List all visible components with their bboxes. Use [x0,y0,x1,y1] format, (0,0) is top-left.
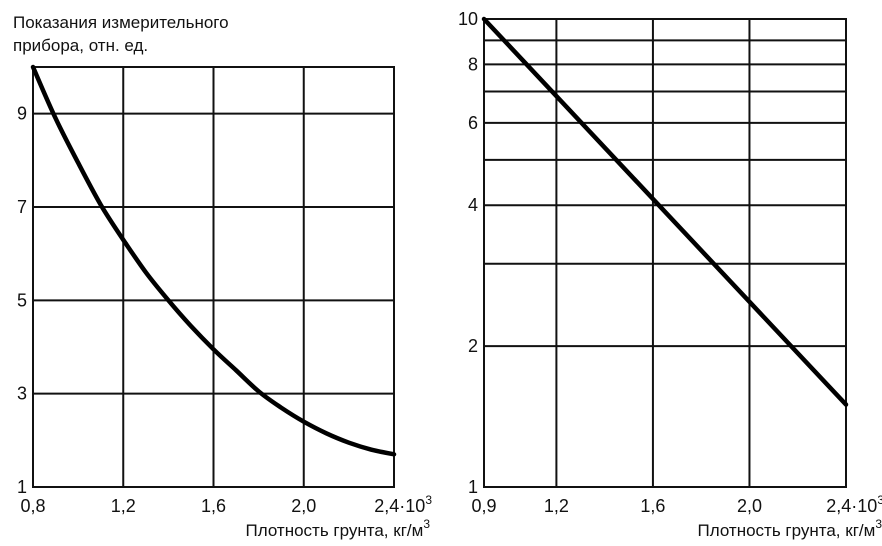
x-tick-label: 2,0 [737,496,762,516]
series-line [481,16,849,407]
left-chart-linear: 0,8 1,2 1,6 2,0 2,4·103 1 3 5 7 9 Плотность грунта… [13,13,432,540]
y-tick-label: 1 [17,477,27,497]
y-tick-label: 8 [468,54,478,74]
x-tick-label: 2,4·103 [826,493,882,516]
plot-frame [32,66,395,488]
x-tick-label: 1,2 [544,496,569,516]
y-tick-label: 10 [458,9,478,29]
x-tick-label: 1,2 [111,496,136,516]
x-axis-label: Плотность грунта, кг/м3 [246,517,431,540]
x-tick-label: 0,9 [471,496,496,516]
y-tick-label: 1 [468,477,478,497]
y-axis-label-line1: Показания измерительного [13,13,229,32]
x-tick-label: 2,4·103 [374,493,432,516]
x-tick-label: 1,6 [201,496,226,516]
y-tick-label: 6 [468,113,478,133]
y-tick-label: 4 [468,195,478,215]
y-tick-label: 9 [17,104,27,124]
y-tick-label: 2 [468,336,478,356]
y-tick-label: 3 [17,384,27,404]
x-axis-label: Плотность грунта, кг/м3 [698,517,882,540]
y-tick-label: 5 [17,290,27,310]
x-tick-label: 2,0 [291,496,316,516]
x-tick-label: 1,6 [640,496,665,516]
plot-frame [483,18,847,488]
y-axis-label-line2: прибора, отн. ед. [13,36,148,55]
series-line [30,64,397,457]
right-chart-log: 0,9 1,2 1,6 2,0 2,4·103 1 2 4 6 8 10 Плотность грун… [458,9,882,540]
y-tick-label: 7 [17,197,27,217]
x-tick-label: 0,8 [20,496,45,516]
